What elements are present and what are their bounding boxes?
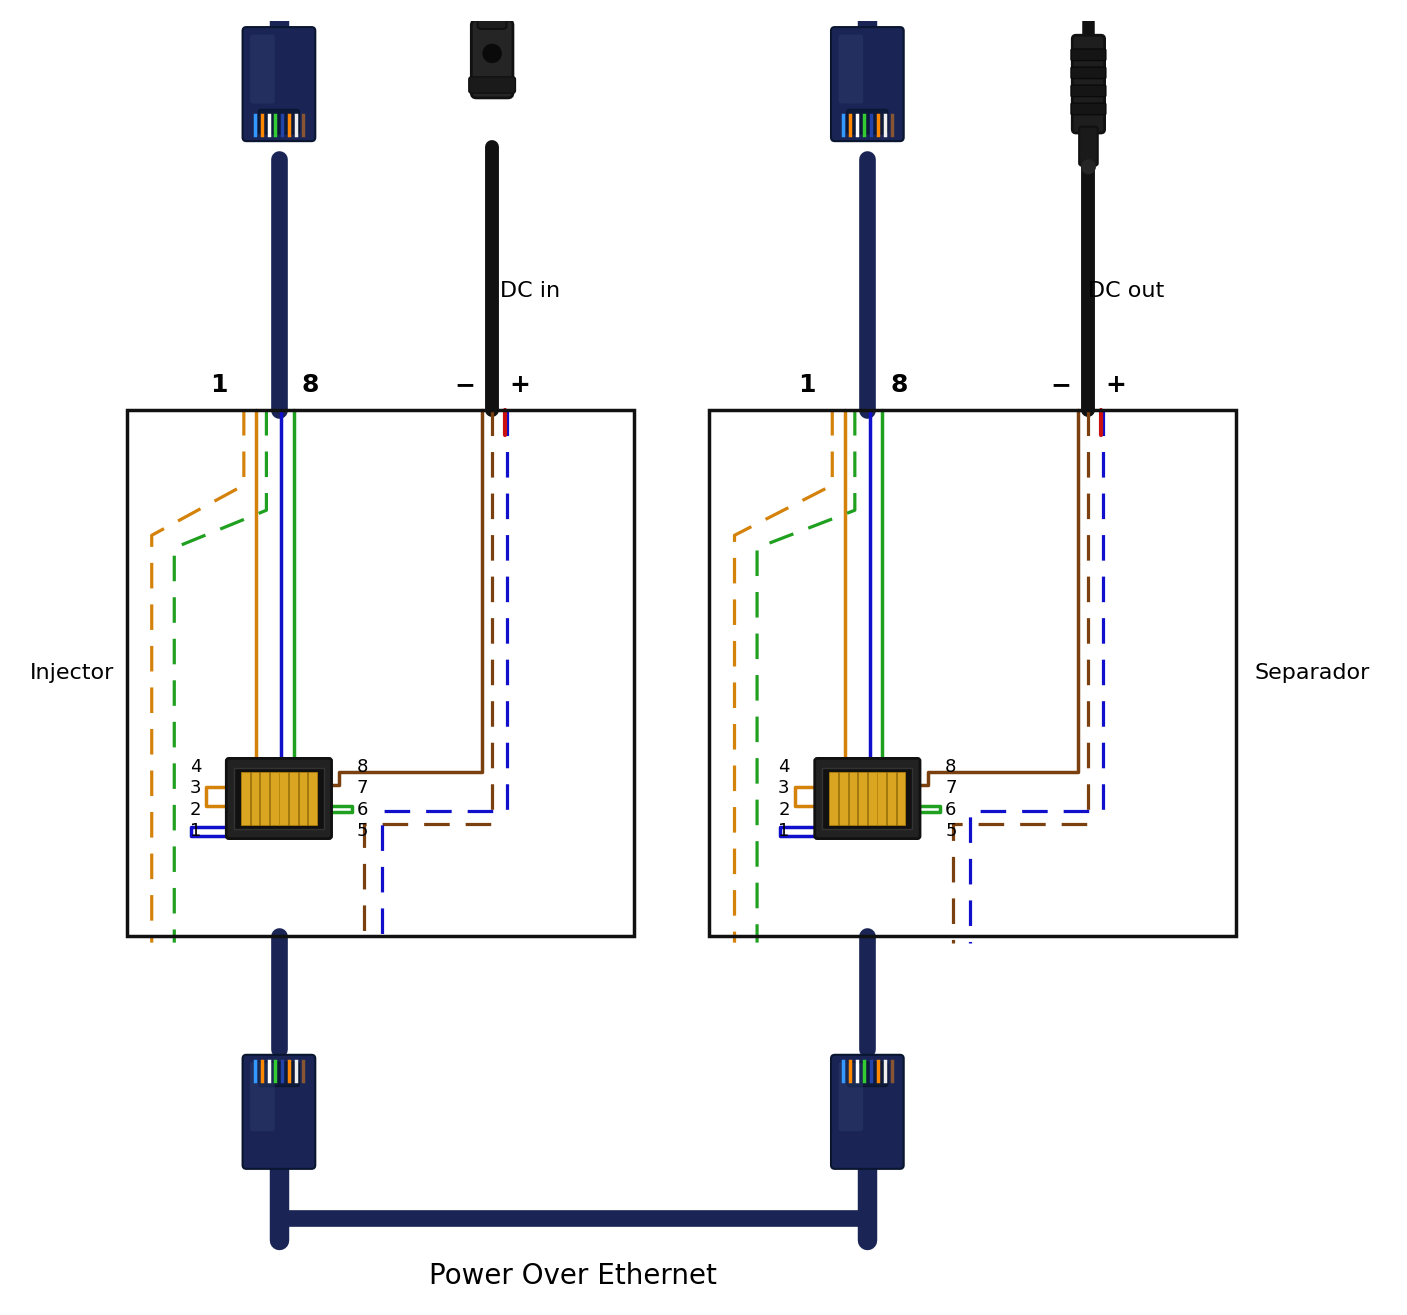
Text: 8: 8 bbox=[301, 373, 319, 397]
FancyBboxPatch shape bbox=[815, 759, 920, 839]
FancyBboxPatch shape bbox=[832, 1055, 903, 1169]
Text: 2: 2 bbox=[778, 801, 789, 819]
Text: 7: 7 bbox=[946, 780, 957, 797]
FancyBboxPatch shape bbox=[832, 28, 903, 141]
FancyBboxPatch shape bbox=[250, 34, 274, 104]
Text: 4: 4 bbox=[190, 759, 201, 776]
Bar bbox=[878, 772, 886, 825]
Circle shape bbox=[1082, 160, 1095, 174]
Bar bbox=[868, 772, 877, 825]
Text: 7: 7 bbox=[356, 780, 369, 797]
Bar bbox=[308, 772, 317, 825]
Bar bbox=[848, 772, 857, 825]
Text: DC in: DC in bbox=[499, 281, 560, 301]
Text: Separador: Separador bbox=[1255, 663, 1370, 684]
Bar bbox=[709, 410, 1235, 936]
FancyBboxPatch shape bbox=[250, 1063, 274, 1131]
FancyBboxPatch shape bbox=[242, 28, 315, 141]
Bar bbox=[280, 772, 288, 825]
Circle shape bbox=[483, 45, 501, 62]
FancyBboxPatch shape bbox=[471, 20, 514, 97]
Bar bbox=[896, 772, 905, 825]
Bar bbox=[822, 768, 913, 828]
FancyBboxPatch shape bbox=[1071, 67, 1106, 79]
Text: 1: 1 bbox=[778, 822, 789, 840]
FancyBboxPatch shape bbox=[839, 34, 862, 104]
FancyBboxPatch shape bbox=[1071, 85, 1106, 96]
Text: +: + bbox=[509, 373, 530, 397]
Bar bbox=[127, 410, 635, 936]
Text: DC out: DC out bbox=[1088, 281, 1164, 301]
Text: 5: 5 bbox=[946, 822, 957, 840]
FancyBboxPatch shape bbox=[839, 1063, 862, 1131]
Bar bbox=[298, 772, 307, 825]
FancyBboxPatch shape bbox=[227, 759, 332, 839]
FancyBboxPatch shape bbox=[1079, 126, 1097, 166]
Text: 6: 6 bbox=[946, 801, 957, 819]
Text: 1: 1 bbox=[190, 822, 201, 840]
FancyBboxPatch shape bbox=[847, 109, 888, 134]
Text: 2: 2 bbox=[190, 801, 201, 819]
Text: 8: 8 bbox=[891, 373, 908, 397]
Text: −: − bbox=[1051, 373, 1071, 397]
Bar bbox=[858, 772, 867, 825]
FancyBboxPatch shape bbox=[1071, 103, 1106, 114]
FancyBboxPatch shape bbox=[1071, 49, 1106, 60]
Text: +: + bbox=[1106, 373, 1127, 397]
Bar bbox=[886, 772, 896, 825]
Text: 1: 1 bbox=[798, 373, 816, 397]
FancyBboxPatch shape bbox=[477, 0, 507, 29]
FancyBboxPatch shape bbox=[259, 109, 300, 134]
Text: 3: 3 bbox=[778, 780, 789, 797]
FancyBboxPatch shape bbox=[1072, 36, 1104, 133]
Bar bbox=[839, 772, 848, 825]
Text: 6: 6 bbox=[356, 801, 369, 819]
FancyBboxPatch shape bbox=[259, 1063, 300, 1086]
Text: 5: 5 bbox=[356, 822, 369, 840]
Bar bbox=[260, 772, 269, 825]
Bar bbox=[234, 768, 324, 828]
Bar bbox=[288, 772, 298, 825]
Text: 4: 4 bbox=[778, 759, 789, 776]
Bar bbox=[829, 772, 839, 825]
FancyBboxPatch shape bbox=[469, 76, 515, 93]
Bar bbox=[270, 772, 279, 825]
Text: 8: 8 bbox=[946, 759, 957, 776]
FancyBboxPatch shape bbox=[847, 1063, 888, 1086]
FancyBboxPatch shape bbox=[242, 1055, 315, 1169]
Bar bbox=[241, 772, 250, 825]
Bar bbox=[250, 772, 259, 825]
Text: 3: 3 bbox=[190, 780, 201, 797]
Text: Injector: Injector bbox=[30, 663, 114, 684]
Text: Power Over Ethernet: Power Over Ethernet bbox=[429, 1262, 718, 1290]
Text: 1: 1 bbox=[210, 373, 228, 397]
Text: −: − bbox=[454, 373, 476, 397]
Text: 8: 8 bbox=[356, 759, 369, 776]
